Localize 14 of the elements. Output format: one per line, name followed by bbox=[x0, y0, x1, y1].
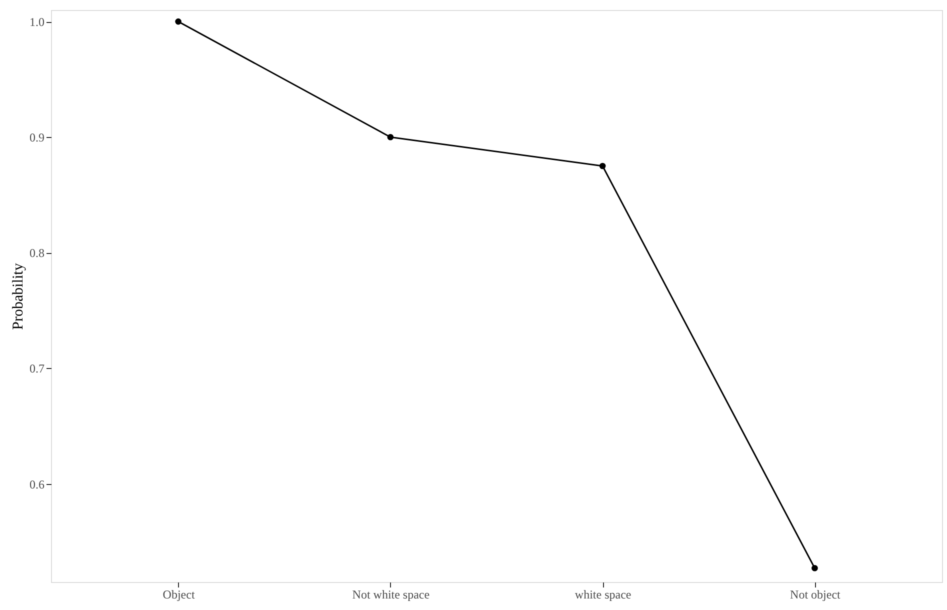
y-tick-label: 0.9 bbox=[30, 130, 44, 145]
point bbox=[599, 162, 606, 170]
point bbox=[812, 564, 818, 572]
y-tick-label: 0.6 bbox=[30, 477, 44, 492]
y-axis-title: Probability bbox=[10, 262, 26, 330]
y-tick-label: 1.0 bbox=[30, 15, 44, 30]
x-tick-label: white space bbox=[574, 588, 632, 602]
x-tick-label: Not white space bbox=[352, 588, 430, 602]
point bbox=[387, 134, 394, 140]
point bbox=[175, 18, 182, 25]
y-tick-label: 0.8 bbox=[30, 246, 44, 260]
y-tick-label: 0.7 bbox=[30, 362, 44, 376]
x-tick-label: Object bbox=[162, 588, 196, 602]
x-tick-label: Not object bbox=[790, 588, 842, 602]
